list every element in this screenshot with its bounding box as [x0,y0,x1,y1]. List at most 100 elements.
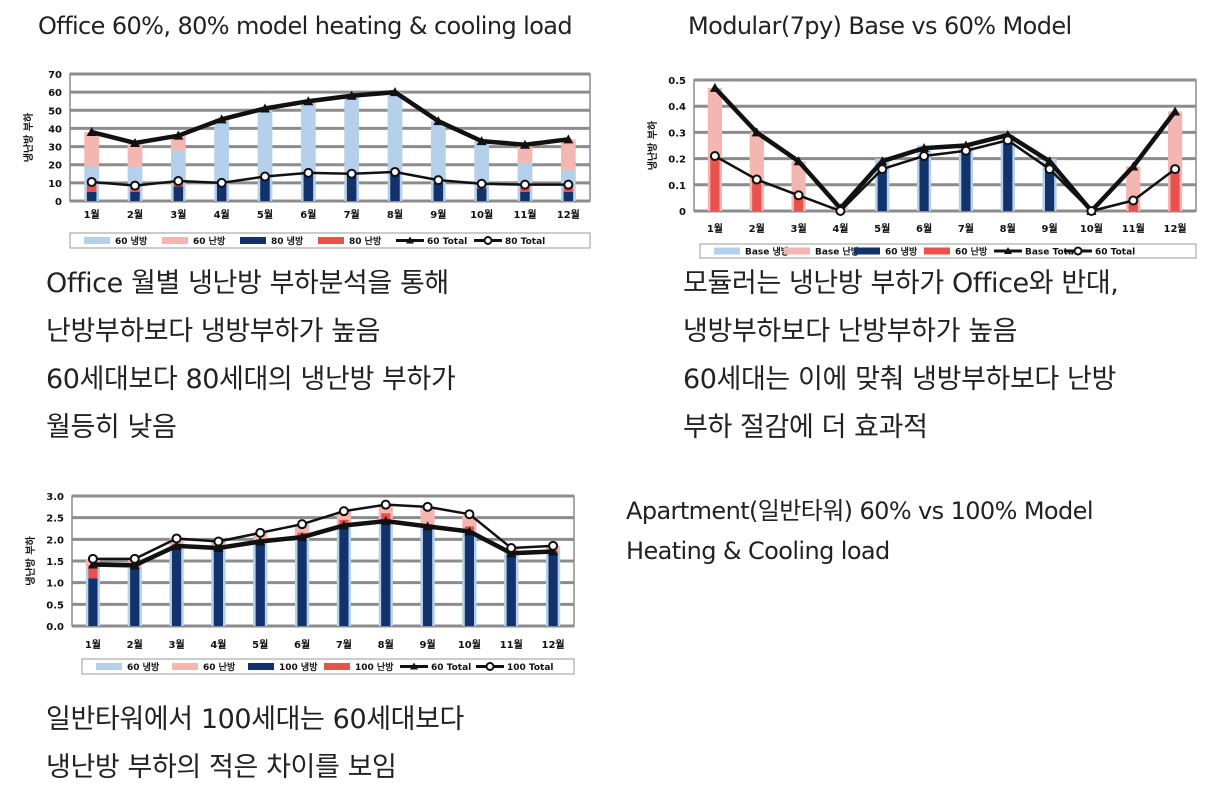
y-tick-label: 10 [48,179,62,190]
modular-line-4: 부하 절감에 더 효과적 [683,412,928,443]
y-tick-label: 3.0 [46,492,64,503]
apartment-description: 일반타워에서 100세대는 60세대보다 냉난방 부하의 적은 차이를 보임 [46,696,464,792]
bar-dark-cooling [255,543,265,626]
bar-dark-cooling [171,545,182,626]
marker-triangle [709,82,720,92]
marker-circle [86,176,97,187]
marker-circle [260,171,270,182]
marker-circle [129,553,140,564]
marker-triangle [390,87,400,97]
x-tick-label: 5월 [874,223,890,235]
marker-circle [1044,164,1055,175]
legend-marker-circle [485,662,495,671]
x-tick-label: 2월 [127,639,143,651]
marker-triangle [563,134,574,144]
apartment-line-2: 냉난방 부하의 적은 차이를 보임 [46,752,397,783]
y-tick-label: 0 [679,207,686,218]
marker-circle [835,206,846,216]
apartment-chart-title: Apartment(일반타워) 60% vs 100% Model Heatin… [626,491,1093,571]
x-tick-label: 9월 [1041,223,1057,235]
y-tick-label: 0.1 [668,181,686,192]
bar-light-heating [517,144,533,163]
legend-label: 60 난방 [193,235,226,247]
bar-dark-cooling [877,169,887,211]
x-tick-label: 1월 [84,209,100,221]
marker-circle [380,499,391,510]
marker-circle [520,179,530,190]
legend-label: 100 Total [507,663,554,673]
bar-dark-cooling [173,186,184,201]
legend-marker-triangle [1004,247,1012,254]
marker-triangle [877,156,888,166]
x-tick-label: 12월 [1164,223,1187,235]
marker-triangle [338,520,349,530]
x-tick-label: 7월 [336,639,352,651]
bar-dark-cooling [563,191,574,201]
x-tick-label: 2월 [749,223,765,235]
office-chart-title: Office 60%, 80% model heating & cooling … [38,12,573,40]
y-tick-label: 30 [48,143,62,154]
x-tick-label: 8월 [1000,223,1016,235]
y-tick-label: 0.0 [46,622,64,633]
y-axis-label: 냉난방 부하 [22,112,35,162]
line-60-total [92,518,554,568]
legend-label: 80 Total [505,237,545,247]
y-tick-label: 1.0 [46,579,64,590]
x-tick-label: 11월 [500,639,523,651]
legend-marker-triangle [410,662,418,670]
marker-circle [793,190,804,201]
marker-triangle [380,516,391,526]
y-axis-label: 냉난방 부하 [24,535,37,585]
marker-circle [346,168,357,179]
marker-triangle [171,540,182,550]
y-tick-label: 0 [55,197,62,208]
legend-swatch [172,663,198,670]
bar-dark-cooling [961,150,971,211]
legend-swatch [240,237,266,244]
line-80-total [91,170,569,187]
y-tick-label: 50 [48,106,62,117]
marker-circle [173,176,184,187]
bar-dark-cooling [520,191,530,201]
legend-label: 80 난방 [349,235,382,247]
bar-dark-cooling [297,537,307,626]
marker-circle [297,519,308,530]
x-tick-label: 1월 [85,639,101,651]
y-axis-label: 냉난방 부하 [646,120,659,170]
bar-dark-cooling [390,171,400,201]
x-tick-label: 9월 [419,639,435,651]
marker-triangle [433,116,444,126]
marker-triangle [548,546,559,556]
x-tick-label: 8월 [387,209,403,221]
marker-triangle [129,560,140,570]
marker-triangle [86,127,97,137]
legend-label: 100 난방 [355,661,394,673]
marker-triangle [303,96,314,106]
marker-triangle [213,543,224,552]
x-tick-label: 1월 [707,223,723,235]
modular-line-2: 냉방부하보다 난방부하가 높음 [683,316,1018,347]
bar-dark-cooling [433,182,444,201]
marker-circle [709,150,720,161]
y-tick-label: 40 [48,124,62,135]
x-tick-label: 9월 [430,209,446,221]
modular-chart: 0 0.1 0.2 0.3 0.4 0.5 냉난방 부하 1월 2월 3월 4월 5월 6월 7월 8월 9월… [646,76,1197,259]
marker-circle [464,509,475,520]
marker-triangle [464,526,475,536]
bar-dark-cooling [464,532,475,626]
apartment-line-1: 일반타워에서 100세대는 60세대보다 [46,704,464,735]
legend-label: 60 Total [431,663,471,673]
marker-circle [476,178,487,189]
marker-triangle [476,136,487,146]
bar-dark-cooling [548,552,558,626]
legend-label: 60 냉방 [127,661,160,673]
bar-dark-cooling [130,567,140,626]
marker-triangle [422,521,433,531]
legend-swatch [162,237,188,244]
office-line-1: Office 월별 냉난방 부하분석을 통해 [46,268,449,299]
bar-dark-cooling [213,548,224,626]
marker-triangle [87,559,98,569]
x-tick-label: 5월 [257,209,273,221]
bar-dark-heating [1128,200,1138,211]
y-tick-label: 20 [48,161,62,172]
